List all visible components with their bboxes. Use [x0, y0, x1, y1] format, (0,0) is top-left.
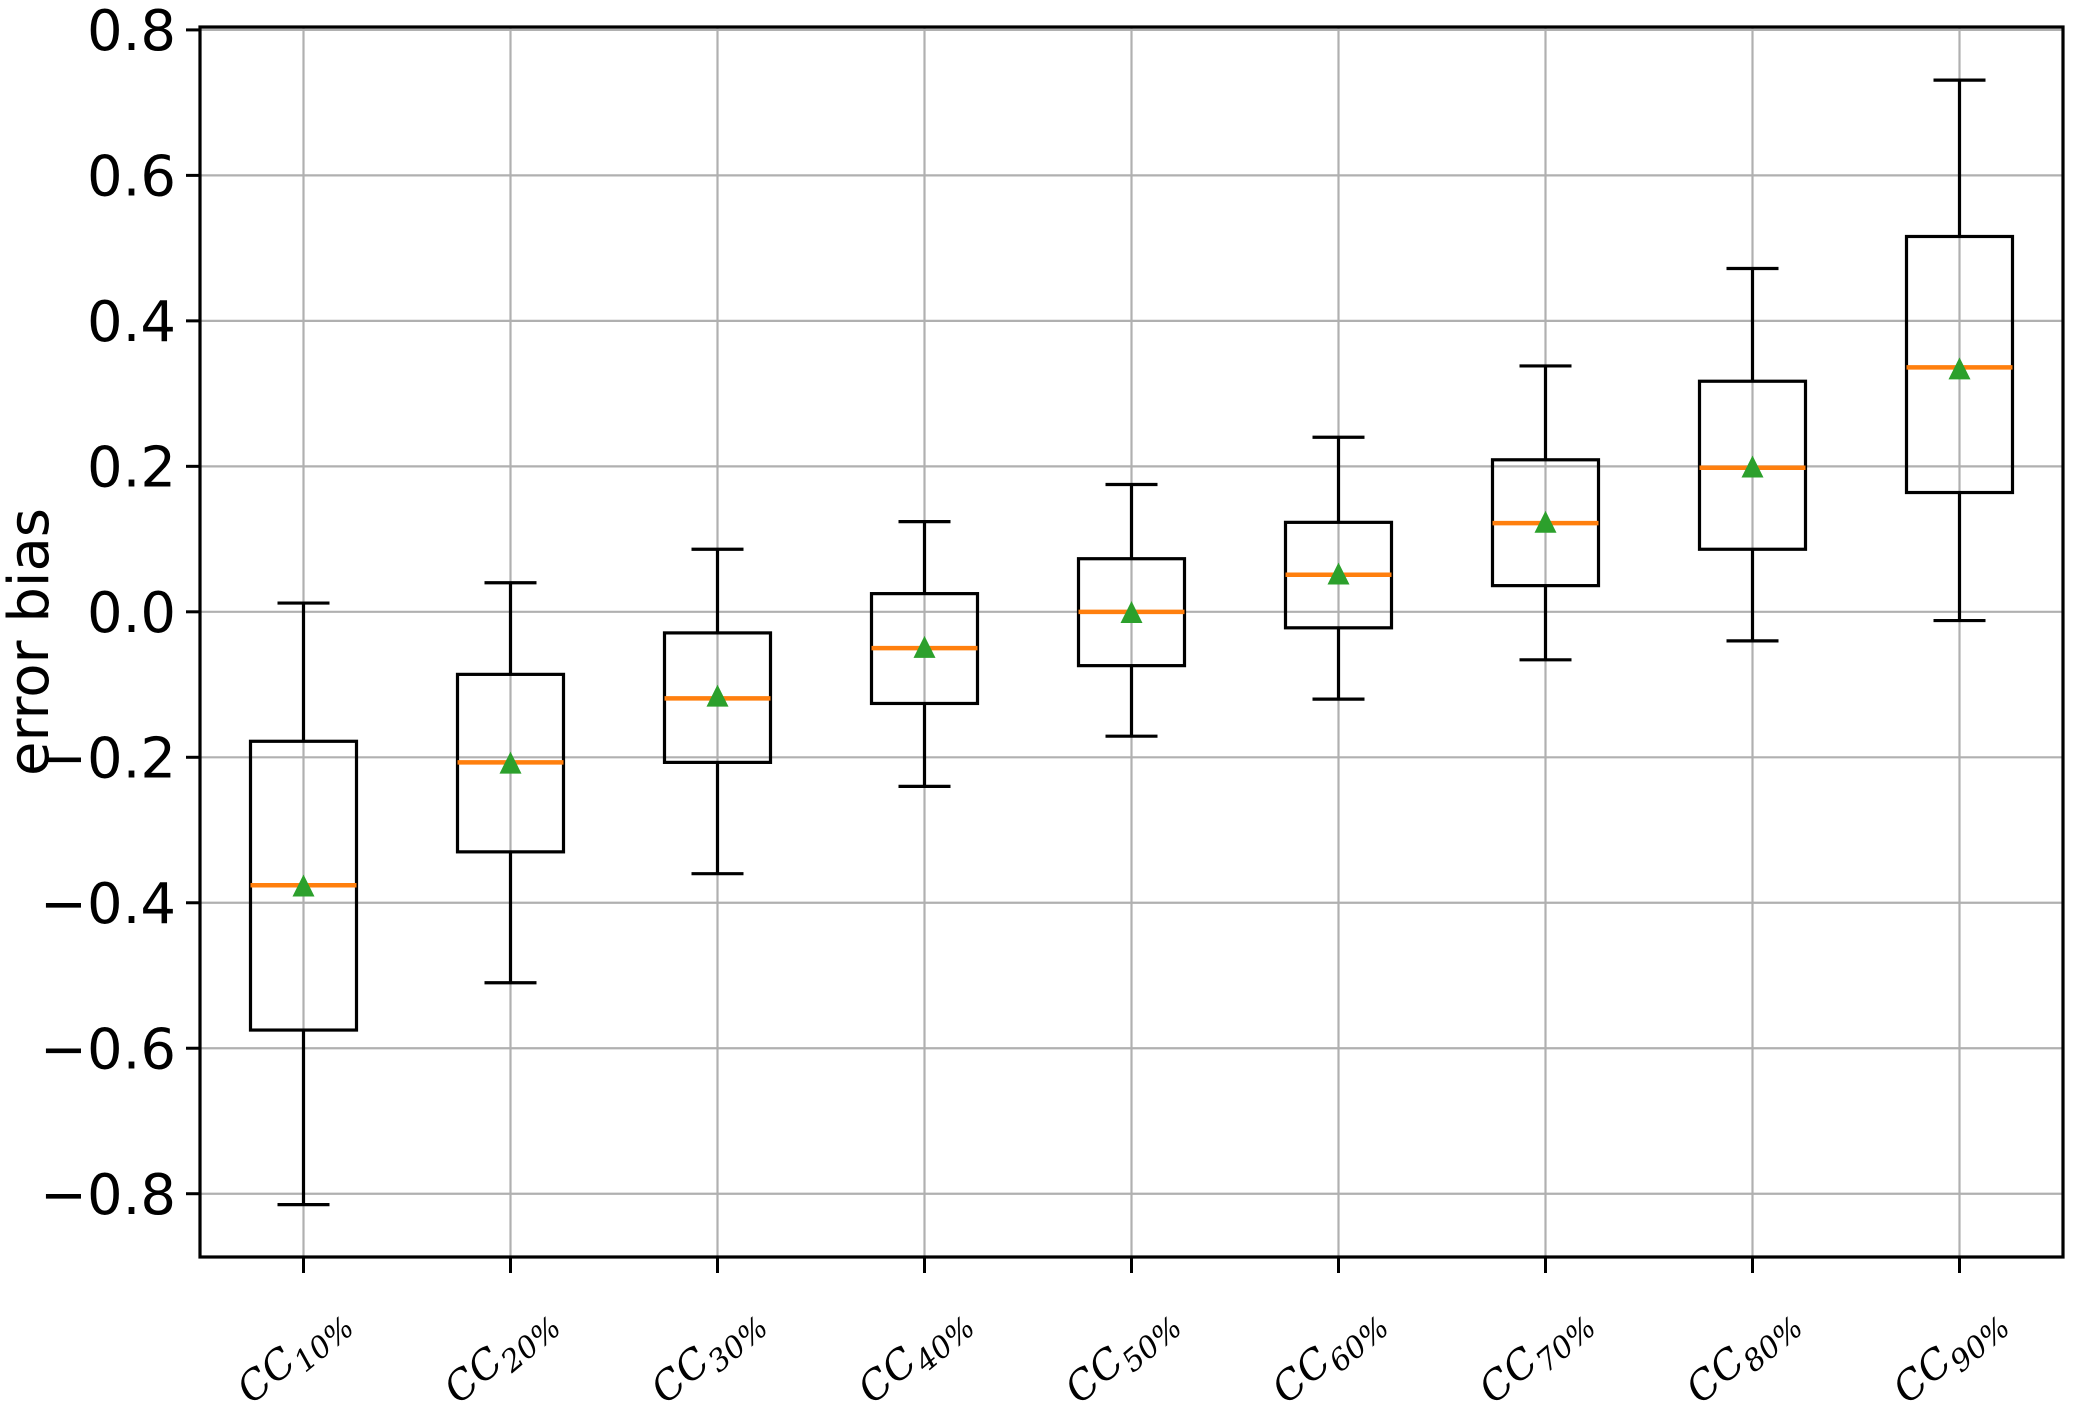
- y-tick-label: 0.0: [87, 581, 176, 646]
- y-tick-label: −0.8: [40, 1163, 176, 1228]
- mean-marker: [913, 635, 936, 658]
- y-tick-label: −0.2: [40, 726, 176, 791]
- mean-marker: [499, 751, 522, 774]
- mean-marker: [1120, 600, 1143, 623]
- y-tick-label: 0.4: [87, 290, 176, 355]
- mean-marker: [706, 684, 729, 707]
- y-tick-label: −0.4: [40, 872, 176, 937]
- mean-marker: [1327, 562, 1350, 585]
- y-tick-label: 0.8: [87, 0, 176, 64]
- x-tick-label: CC20%: [435, 1295, 568, 1419]
- plot-border: [198, 25, 2065, 1259]
- y-tick-label: 0.2: [87, 435, 176, 500]
- mean-marker: [1948, 357, 1971, 380]
- mean-marker: [292, 874, 315, 897]
- x-tick-label: CC70%: [1470, 1295, 1603, 1419]
- y-tick-label: −0.6: [40, 1017, 176, 1082]
- x-tick-label: CC60%: [1263, 1295, 1396, 1419]
- box-rect: [1697, 379, 1808, 551]
- mean-marker: [1534, 510, 1557, 533]
- x-tick-label: CC50%: [1056, 1295, 1189, 1419]
- box-rect: [1904, 234, 2015, 495]
- y-tick-label: 0.6: [87, 145, 176, 210]
- x-tick-label: CC90%: [1884, 1295, 2017, 1419]
- x-tick-label: CC80%: [1677, 1295, 1810, 1419]
- x-tick-label: CC30%: [642, 1295, 775, 1419]
- y-axis-label: error bias: [0, 508, 62, 776]
- mean-marker: [1741, 455, 1764, 478]
- x-tick-label: CC40%: [849, 1295, 982, 1419]
- x-tick-label: CC10%: [228, 1295, 361, 1419]
